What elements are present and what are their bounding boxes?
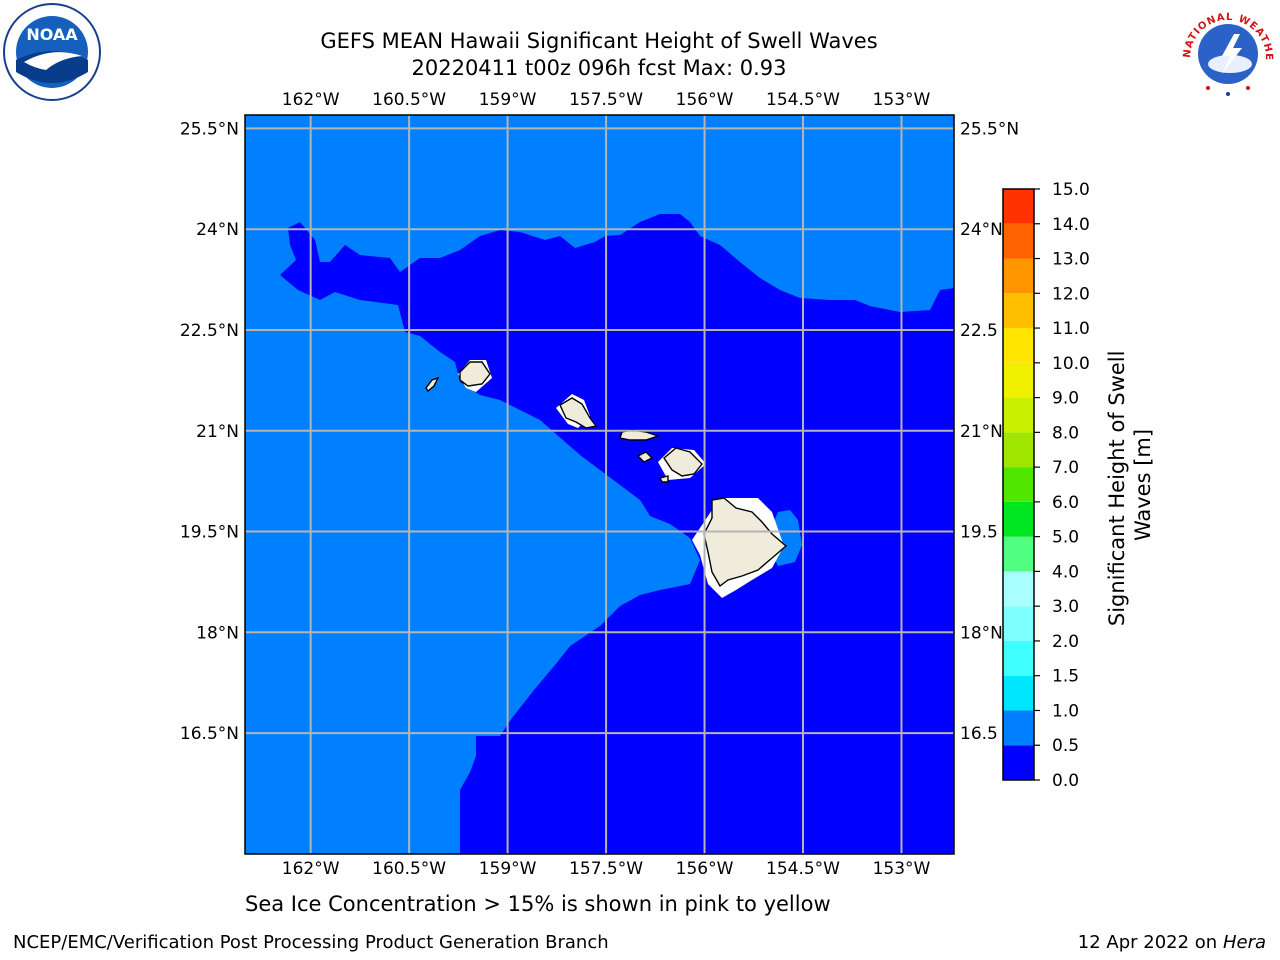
- latitude-labels-left: 25.5°N 24°N 22.5°N 21°N 19.5°N 18°N 16.5°N: [180, 119, 239, 744]
- lon-label-bottom: 157.5°W: [569, 859, 643, 879]
- colorbar-tick-label: 5.0: [1052, 528, 1079, 548]
- lon-label-top: 162°W: [282, 90, 340, 110]
- map-panel: [245, 115, 954, 854]
- colorbar-swatch: [1003, 640, 1034, 676]
- colorbar-swatch: [1003, 745, 1034, 780]
- lon-label-bottom: 159°W: [479, 859, 537, 879]
- colorbar-tick-label: 9.0: [1052, 389, 1079, 409]
- lat-label-right: 19.5: [960, 523, 998, 543]
- latitude-gridlines: [245, 127, 954, 735]
- noaa-logo: NOAA: [3, 3, 101, 101]
- lat-label-right: 22.5: [960, 321, 998, 341]
- colorbar-swatch: [1003, 397, 1034, 433]
- colorbar-swatch: [1003, 362, 1034, 398]
- lon-label-top: 156°W: [676, 90, 734, 110]
- footer-date: 12 Apr 2022 on Hera: [1078, 931, 1266, 955]
- lat-label-right: 24°N: [960, 220, 1003, 240]
- colorbar-tick-label: 15.0: [1052, 180, 1090, 200]
- lat-label-left: 25.5°N: [180, 119, 239, 139]
- footer-machine: Hera: [1222, 932, 1266, 953]
- latitude-labels-right: 25.5°N 24°N 22.5 21°N 19.5 18°N 16.5: [960, 119, 1019, 744]
- lon-label-bottom: 154.5°W: [766, 859, 840, 879]
- lon-label-top: 153°W: [873, 90, 931, 110]
- colorbar-tick-label: 11.0: [1052, 319, 1090, 339]
- colorbar-swatch: [1003, 710, 1034, 746]
- island-maui: [663, 447, 703, 477]
- longitude-labels-bottom: 162°W 160.5°W 159°W 157.5°W 156°W 154.5°W 153°…: [282, 859, 931, 879]
- colorbar-tick-label: 14.0: [1052, 215, 1090, 235]
- island-kahoolawe: [658, 475, 669, 483]
- colorbar-tick-label: 3.0: [1052, 597, 1079, 617]
- colorbar-tick-label: 7.0: [1052, 458, 1079, 478]
- lon-label-bottom: 160.5°W: [372, 859, 446, 879]
- islands: [425, 361, 788, 588]
- colorbar-swatch: [1003, 189, 1034, 224]
- colorbar-tick-label: 2.0: [1052, 632, 1079, 652]
- map-frame: [244, 114, 955, 855]
- colorbar-swatch: [1003, 606, 1034, 641]
- longitude-labels-top: 162°W 160.5°W 159°W 157.5°W 156°W 154.5°W 153°…: [282, 90, 931, 110]
- colorbar-swatch: [1003, 501, 1034, 537]
- colorbar-tick-label: 1.5: [1052, 667, 1079, 687]
- colorbar-swatch: [1003, 293, 1034, 329]
- lon-label-top: 154.5°W: [766, 90, 840, 110]
- lon-label-bottom: 153°W: [873, 859, 931, 879]
- colorbar-swatch: [1003, 432, 1034, 468]
- lon-label-top: 159°W: [479, 90, 537, 110]
- island-oahu: [559, 397, 598, 429]
- colorbar-swatch: [1003, 223, 1034, 259]
- island-lanai: [636, 451, 654, 463]
- colorbar-tick-label: 12.0: [1052, 284, 1090, 304]
- colorbar-swatch: [1003, 571, 1034, 607]
- island-niihau: [425, 376, 440, 393]
- nws-logo: NATIONAL WEATHER SERVICE: [1178, 2, 1275, 99]
- lat-label-left: 22.5°N: [180, 321, 239, 341]
- colorbar-ticks: 0.0 0.5 1.0 1.5 2.0 3.0 4.0 5.0 6.0 7.0 8.0 9.0 10.0…: [1034, 180, 1090, 791]
- lat-label-right: 25.5°N: [960, 119, 1019, 139]
- lat-label-right: 16.5: [960, 724, 998, 744]
- colorbar-label: Significant Height of Swell Waves [m]: [1105, 344, 1155, 626]
- sea-ice-note: Sea Ice Concentration > 15% is shown in …: [245, 892, 831, 916]
- footer-credit: NCEP/EMC/Verification Post Processing Pr…: [13, 932, 609, 953]
- longitude-gridlines: [309, 115, 903, 854]
- colorbar-tick-label: 8.0: [1052, 423, 1079, 443]
- colorbar-frame: [1002, 188, 1035, 781]
- swell-band-0-0p5: [280, 214, 954, 854]
- colorbar-tick-label: 6.0: [1052, 493, 1079, 513]
- lat-label-left: 18°N: [196, 623, 239, 643]
- colorbar-tick-label: 13.0: [1052, 250, 1090, 270]
- lat-label-left: 21°N: [196, 422, 239, 442]
- map-title: GEFS MEAN Hawaii Significant Height of S…: [320, 29, 878, 53]
- colorbar-swatch: [1003, 328, 1034, 363]
- lat-label-left: 16.5°N: [180, 724, 239, 744]
- colorbar-tick-label: 4.0: [1052, 562, 1079, 582]
- lon-label-bottom: 162°W: [282, 859, 340, 879]
- lon-label-top: 160.5°W: [372, 90, 446, 110]
- colorbar-swatch: [1003, 536, 1034, 572]
- lat-label-left: 24°N: [196, 220, 239, 240]
- colorbar-tick-label: 1.0: [1052, 701, 1079, 721]
- island-hawaii: [703, 497, 788, 588]
- lat-label-right: 21°N: [960, 422, 1003, 442]
- colorbar-swatch: [1003, 258, 1034, 294]
- colorbar-tick-label: 10.0: [1052, 354, 1090, 374]
- colorbar-tick-label: 0.0: [1052, 771, 1079, 791]
- lon-label-top: 157.5°W: [569, 90, 643, 110]
- colorbar-swatch: [1003, 675, 1034, 711]
- island-kauai: [459, 361, 491, 387]
- lat-label-right: 18°N: [960, 623, 1003, 643]
- footer-date-text: 12 Apr 2022 on: [1077, 932, 1218, 953]
- noaa-wordmark: NOAA: [26, 25, 78, 44]
- colorbar: [1003, 189, 1034, 780]
- lon-label-bottom: 156°W: [676, 859, 734, 879]
- map-subtitle: 20220411 t00z 096h fcst Max: 0.93: [411, 56, 787, 80]
- colorbar-tick-label: 0.5: [1052, 736, 1079, 756]
- lat-label-left: 19.5°N: [180, 523, 239, 543]
- colorbar-swatch: [1003, 467, 1034, 502]
